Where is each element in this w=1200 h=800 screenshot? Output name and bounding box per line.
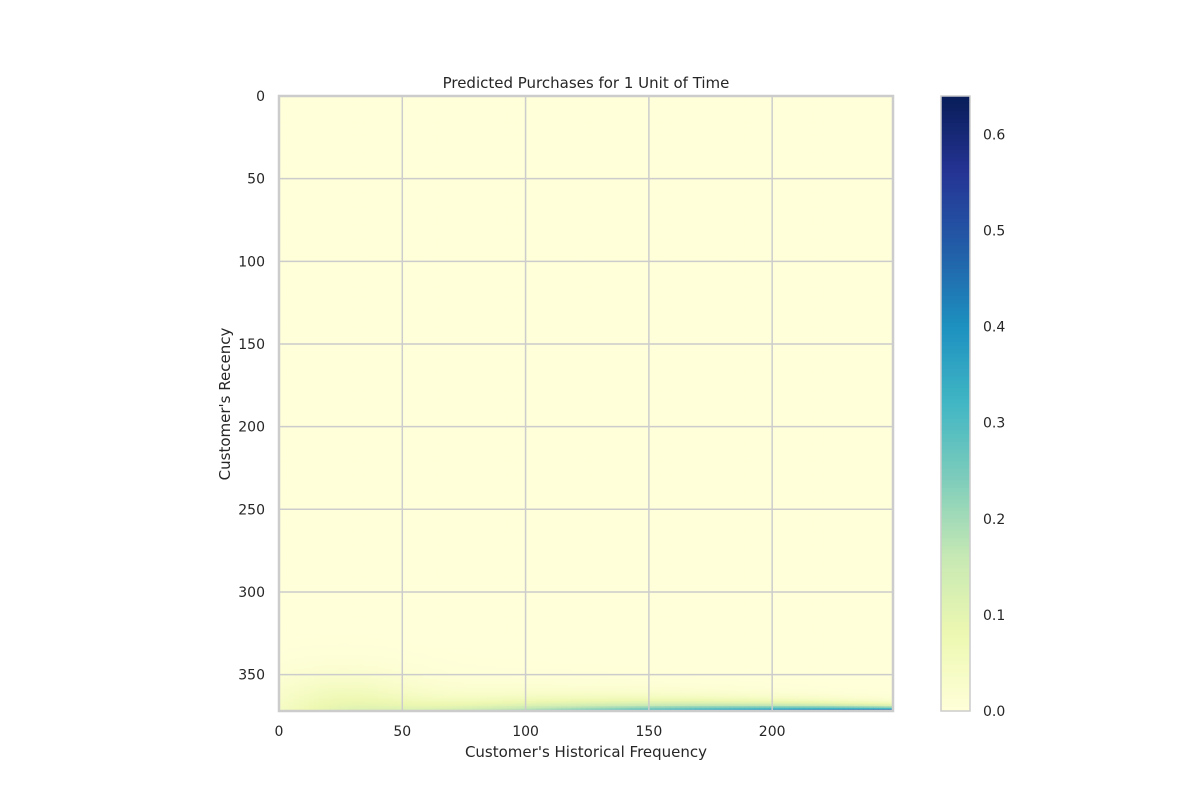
plot-area xyxy=(279,96,894,712)
chart-title: Predicted Purchases for 1 Unit of Time xyxy=(443,74,730,92)
